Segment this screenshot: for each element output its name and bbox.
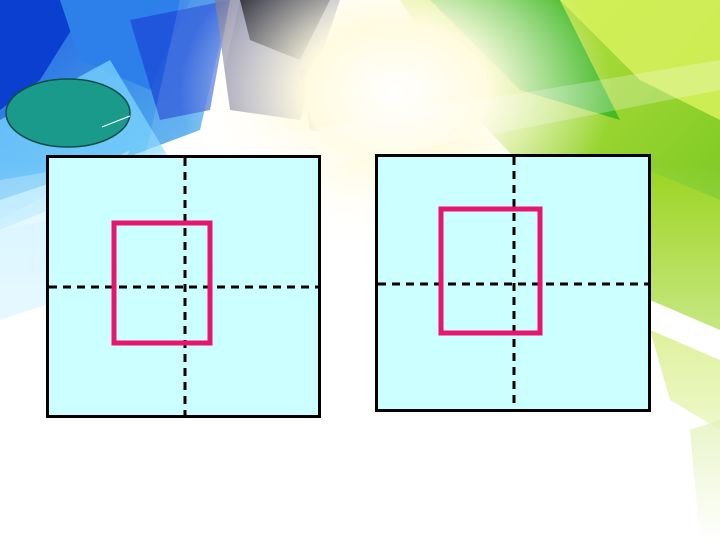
- left-rectangle: [111, 220, 213, 346]
- right-rectangle: [438, 206, 543, 336]
- left-panel-drawing: [49, 158, 318, 415]
- right-panel-drawing: [378, 157, 648, 409]
- callout-pointer: [101, 115, 131, 128]
- left-grid-panel: [46, 155, 321, 418]
- right-grid-panel: [375, 154, 651, 412]
- callout-bubble: [5, 78, 131, 148]
